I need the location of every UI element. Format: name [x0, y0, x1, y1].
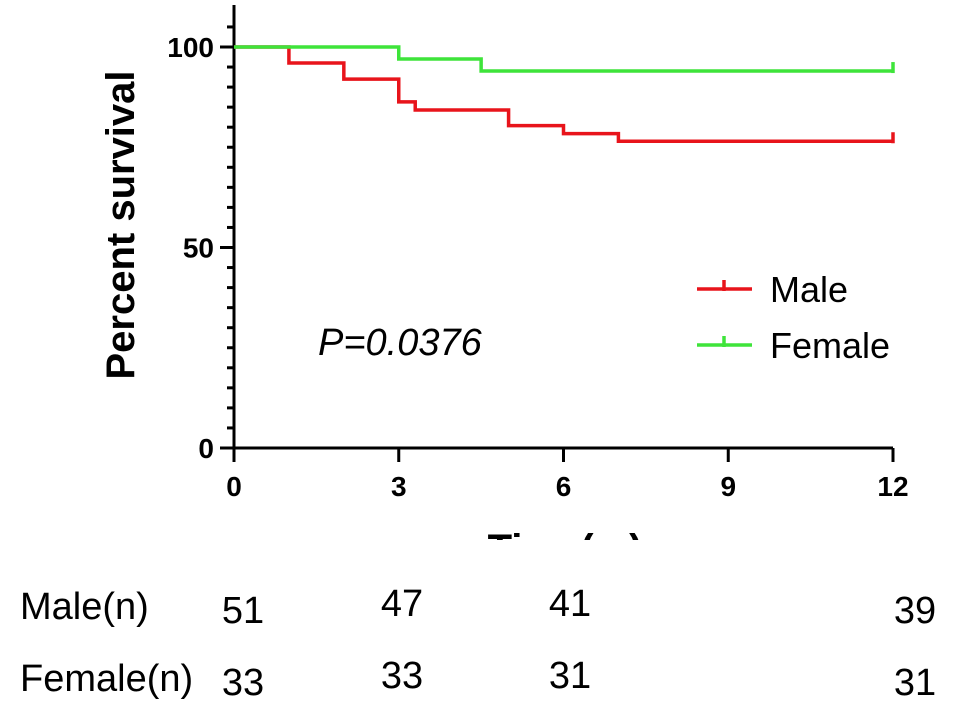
p-value-annotation: P=0.0376 [318, 322, 483, 364]
x-tick-label: 9 [720, 471, 736, 502]
risk-cell: 51 [221, 590, 265, 632]
risk-cell: 39 [893, 590, 937, 632]
risk-cell: 31 [893, 662, 937, 704]
risk-cell: 33 [380, 655, 424, 697]
y-axis-label: Percent survival [99, 70, 143, 379]
risk-cell: 47 [380, 583, 424, 625]
survival-chart: 0 50 100 0 3 6 9 12 Percent survival Time(m) P… [99, 5, 909, 540]
risk-cell: 41 [548, 583, 592, 625]
x-tick-label: 3 [391, 471, 407, 502]
x-axis-label: Time(m) [488, 527, 643, 540]
y-tick-label: 100 [167, 32, 214, 63]
x-tick-label: 6 [556, 471, 572, 502]
x-axis: 0 3 6 9 12 [226, 446, 909, 502]
legend-label-female: Female [770, 325, 890, 366]
risk-row-label: Female(n) [20, 658, 194, 700]
risk-row-label: Male(n) [20, 586, 149, 628]
legend: Male Female [697, 269, 890, 366]
series-group [234, 45, 895, 144]
series-line-female [234, 45, 893, 73]
y-tick-label: 0 [198, 433, 214, 464]
series-line-male [234, 45, 893, 143]
y-axis: 0 50 100 [167, 5, 236, 464]
x-tick-label: 12 [877, 471, 908, 502]
y-tick-label: 50 [183, 233, 214, 264]
risk-cell: 33 [221, 662, 265, 704]
risk-cell: 31 [548, 655, 592, 697]
x-tick-label: 0 [226, 471, 242, 502]
legend-label-male: Male [770, 269, 848, 310]
